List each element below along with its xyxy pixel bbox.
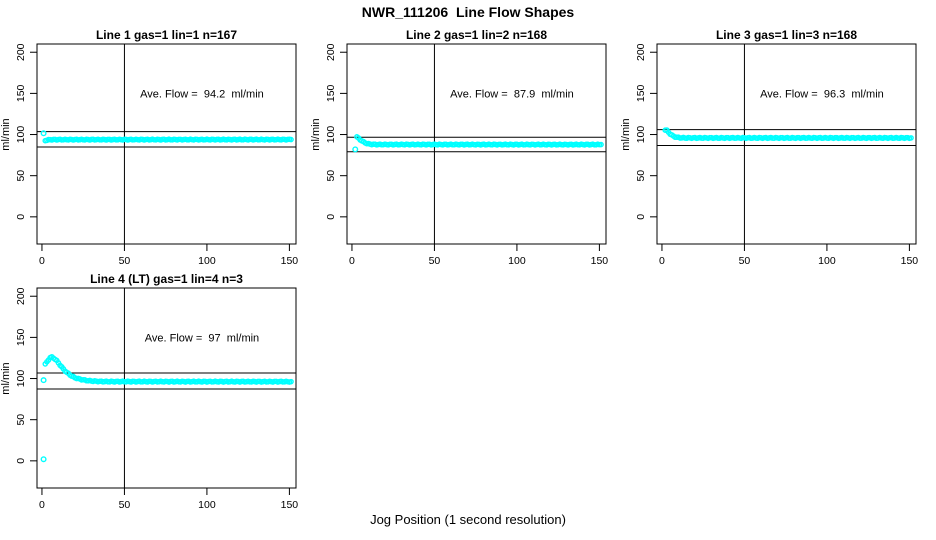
reference-lines: [37, 288, 296, 488]
x-tick-label: 150: [901, 255, 919, 267]
y-tick-label: 200: [15, 287, 27, 305]
y-tick-label: 50: [15, 170, 27, 182]
y-tick-label: 50: [325, 170, 337, 182]
x-axis: 0 50 100 150: [39, 244, 298, 267]
ave-flow-label: Ave. Flow = 87.9 ml/min: [450, 88, 574, 100]
panel-plot: Line 2 gas=1 lin=2 n=168 0 50 100 150 200 ml/m…: [310, 28, 608, 267]
panel-line-3: Line 3 gas=1 lin=3 n=168 0 50 100 150 200 ml/m…: [620, 28, 930, 274]
plot-box: [36, 43, 297, 245]
x-tick-label: 50: [429, 255, 441, 267]
y-tick-label: 100: [15, 370, 27, 388]
y-tick-label: 0: [15, 458, 27, 464]
panel-title: Line 2 gas=1 lin=2 n=168: [406, 28, 547, 42]
y-axis: 0 50 100 150 200 ml/min: [0, 287, 37, 464]
data-points: [40, 130, 294, 144]
y-axis: 0 50 100 150 200 ml/min: [0, 43, 37, 220]
y-axis: 0 50 100 150 200 ml/min: [620, 43, 657, 220]
x-tick-label: 100: [198, 255, 216, 267]
x-tick-label: 100: [198, 499, 216, 511]
y-tick-label: 50: [15, 414, 27, 426]
panel-title: Line 4 (LT) gas=1 lin=4 n=3: [90, 272, 243, 286]
y-tick-label: 150: [15, 328, 27, 346]
x-tick-label: 150: [281, 499, 299, 511]
x-tick-label: 50: [119, 255, 131, 267]
y-tick-label: 100: [325, 126, 337, 144]
ave-flow-label: Ave. Flow = 97 ml/min: [145, 332, 259, 344]
outlier-point: [40, 456, 47, 463]
outlier-point: [40, 130, 47, 137]
ave-flow-label: Ave. Flow = 96.3 ml/min: [760, 88, 884, 100]
x-tick-label: 0: [659, 255, 665, 267]
y-tick-label: 150: [15, 84, 27, 102]
x-tick-label: 100: [508, 255, 526, 267]
panel-line-4: Line 4 (LT) gas=1 lin=4 n=3 0 50 100 150 200 m…: [0, 272, 310, 518]
y-axis-title: ml/min: [0, 362, 12, 394]
x-axis-label: Jog Position (1 second resolution): [370, 512, 566, 527]
y-axis: 0 50 100 150 200 ml/min: [310, 43, 347, 220]
figure-title: NWR_111206 Line Flow Shapes: [361, 4, 575, 20]
y-tick-label: 100: [15, 126, 27, 144]
plot-box: [656, 43, 917, 245]
y-tick-label: 0: [635, 214, 647, 220]
y-tick-label: 200: [15, 43, 27, 61]
y-tick-label: 150: [635, 84, 647, 102]
data-points: [40, 353, 294, 463]
outlier-point: [40, 377, 47, 384]
x-axis: 0 50 100 150: [659, 244, 918, 267]
outlier-point: [352, 146, 359, 153]
y-axis-title: ml/min: [0, 118, 12, 150]
x-tick-label: 50: [739, 255, 751, 267]
data-point: [288, 136, 294, 143]
y-tick-label: 150: [325, 84, 337, 102]
plot-box: [346, 43, 607, 245]
x-tick-label: 0: [39, 499, 45, 511]
data-points: [662, 127, 914, 142]
x-axis: 0 50 100 150: [39, 488, 298, 511]
panel-plot: Line 3 gas=1 lin=3 n=168 0 50 100 150 200 ml/m…: [620, 28, 918, 267]
data-point: [908, 135, 914, 141]
panel-title: Line 1 gas=1 lin=1 n=167: [96, 28, 237, 42]
x-tick-label: 0: [39, 255, 45, 267]
y-axis-title: ml/min: [620, 118, 632, 150]
x-tick-label: 150: [281, 255, 299, 267]
panel-title: Line 3 gas=1 lin=3 n=168: [716, 28, 857, 42]
y-axis-title: ml/min: [310, 118, 322, 150]
reference-lines: [37, 44, 296, 244]
plot-box: [36, 287, 297, 489]
x-tick-label: 0: [349, 255, 355, 267]
y-tick-label: 0: [15, 214, 27, 220]
ave-flow-label: Ave. Flow = 94.2 ml/min: [140, 88, 264, 100]
panel-plot: Line 1 gas=1 lin=1 n=167 0 50 100 150 200 ml/m…: [0, 28, 298, 267]
panel-plot: Line 4 (LT) gas=1 lin=4 n=3 0 50 100 150 200 m…: [0, 272, 298, 511]
y-tick-label: 0: [325, 214, 337, 220]
y-tick-label: 50: [635, 170, 647, 182]
y-tick-label: 200: [635, 43, 647, 61]
x-tick-label: 50: [119, 499, 131, 511]
panel-line-1: Line 1 gas=1 lin=1 n=167 0 50 100 150 200 ml/m…: [0, 28, 310, 274]
reference-lines: [657, 44, 916, 244]
data-point: [288, 378, 294, 385]
y-tick-label: 200: [325, 43, 337, 61]
x-axis: 0 50 100 150: [349, 244, 608, 267]
panel-line-2: Line 2 gas=1 lin=2 n=168 0 50 100 150 200 ml/m…: [310, 28, 620, 274]
x-tick-label: 150: [591, 255, 609, 267]
data-points: [352, 134, 604, 153]
y-tick-label: 100: [635, 126, 647, 144]
x-tick-label: 100: [818, 255, 836, 267]
data-point: [598, 141, 604, 148]
